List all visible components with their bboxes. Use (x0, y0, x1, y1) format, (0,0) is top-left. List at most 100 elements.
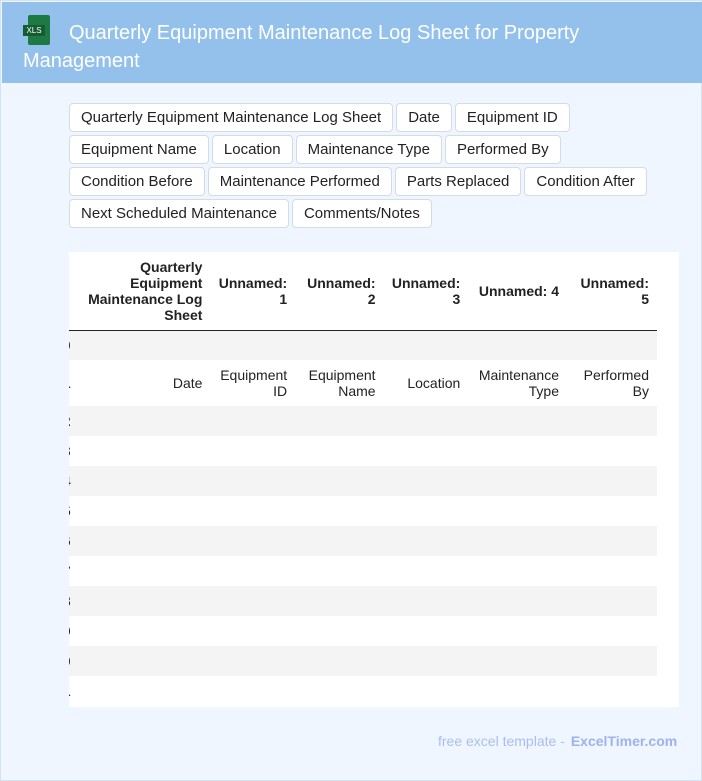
column-tag[interactable]: Next Scheduled Maintenance (69, 199, 289, 228)
data-table: Quarterly Equipment Maintenance Log Shee… (69, 252, 657, 706)
column-header: Unnamed: 3 (383, 252, 469, 331)
table-cell (210, 496, 295, 526)
row-index: 2 (69, 406, 79, 436)
table-row: 0 (69, 330, 657, 360)
table-cell (79, 676, 211, 706)
table-row: 10 (69, 646, 657, 676)
table-cell (567, 556, 657, 586)
table-cell (79, 330, 211, 360)
table-cell (384, 466, 469, 496)
table-cell (468, 496, 567, 526)
column-tag[interactable]: Date (396, 103, 452, 132)
table-cell (567, 586, 657, 616)
table-row: 3 (69, 436, 657, 466)
row-index: 10 (69, 646, 79, 676)
column-tag-list: Quarterly Equipment Maintenance Log Shee… (69, 103, 699, 228)
table-cell (567, 406, 657, 436)
table-cell (468, 436, 567, 466)
row-index: 6 (69, 526, 79, 556)
table-cell: Equipment Name (308, 367, 376, 399)
table-cell: Performed By (583, 367, 649, 399)
table-cell (295, 406, 383, 436)
table-cell (567, 466, 657, 496)
table-cell (384, 406, 469, 436)
column-header: Unnamed: 1 (210, 252, 296, 331)
column-tag[interactable]: Maintenance Performed (207, 167, 392, 196)
table-cell (384, 526, 469, 556)
column-tag[interactable]: Performed By (444, 135, 561, 164)
column-tag[interactable]: Location (211, 135, 293, 164)
table-cell (79, 466, 211, 496)
page-header: XLS Quarterly Equipment Maintenance Log S… (2, 2, 702, 83)
table-cell (567, 436, 657, 466)
table-row: 11 (69, 676, 657, 706)
table-cell (210, 676, 295, 706)
table-cell (210, 330, 295, 360)
column-tag[interactable]: Condition After (524, 167, 647, 196)
table-cell (79, 556, 211, 586)
column-tag[interactable]: Quarterly Equipment Maintenance Log Shee… (69, 103, 394, 132)
row-index: 0 (69, 330, 79, 360)
table-cell (567, 676, 657, 706)
table-row: 6 (69, 526, 657, 556)
table-cell (384, 616, 469, 646)
column-tag[interactable]: Equipment Name (69, 135, 209, 164)
table-cell (79, 436, 211, 466)
column-tag[interactable]: Equipment ID (454, 103, 570, 132)
table-cell (384, 436, 469, 466)
table-cell (210, 556, 295, 586)
table-cell (210, 406, 295, 436)
table-cell (384, 330, 469, 360)
table-cell (210, 526, 295, 556)
data-table-container[interactable]: Quarterly Equipment Maintenance Log Shee… (69, 252, 679, 707)
table-cell (384, 556, 469, 586)
table-cell (567, 496, 657, 526)
row-index: 8 (69, 586, 79, 616)
table-cell (468, 556, 567, 586)
table-cell (384, 676, 469, 706)
column-header (69, 252, 79, 331)
table-cell: Equipment ID (220, 367, 288, 399)
table-cell (468, 330, 567, 360)
column-tag[interactable]: Maintenance Type (295, 135, 442, 164)
table-cell (567, 330, 657, 360)
column-tag[interactable]: Condition Before (69, 167, 205, 196)
table-row: 9 (69, 616, 657, 646)
footer-text: free excel template - (438, 733, 565, 749)
table-row: 5 (69, 496, 657, 526)
table-cell (295, 330, 383, 360)
table-cell (468, 466, 567, 496)
table-row: 4 (69, 466, 657, 496)
column-header: Unnamed: 2 (295, 252, 384, 331)
table-cell (295, 526, 383, 556)
column-tag[interactable]: Parts Replaced (394, 167, 522, 196)
footer-brand-link[interactable]: ExcelTimer.com (570, 733, 678, 749)
table-cell (468, 646, 567, 676)
row-index: 3 (69, 436, 79, 466)
table-cell (79, 406, 211, 436)
table-cell (210, 466, 295, 496)
table-row: 8 (69, 586, 657, 616)
table-row: 7 (69, 556, 657, 586)
table-cell (468, 616, 567, 646)
xls-file-icon: XLS (23, 15, 51, 45)
table-cell (295, 436, 383, 466)
table-cell (295, 466, 383, 496)
table-cell (210, 616, 295, 646)
table-cell: Location (407, 375, 461, 391)
table-cell (295, 556, 383, 586)
column-header: Unnamed: 4 (468, 252, 567, 331)
table-cell: Date (172, 375, 203, 391)
table-cell (210, 436, 295, 466)
table-cell (79, 526, 211, 556)
footer: free excel template - ExcelTimer.com (438, 733, 677, 749)
row-index: 1 (69, 360, 79, 406)
column-tag[interactable]: Comments/Notes (291, 199, 432, 228)
row-index: 11 (69, 676, 79, 706)
column-header: Quarterly Equipment Maintenance Log Shee… (78, 252, 211, 331)
table-cell (468, 526, 567, 556)
table-cell (295, 646, 383, 676)
table-row: 1 Date Equipment ID Equipment Name Location M… (69, 360, 657, 406)
table-cell (295, 676, 383, 706)
